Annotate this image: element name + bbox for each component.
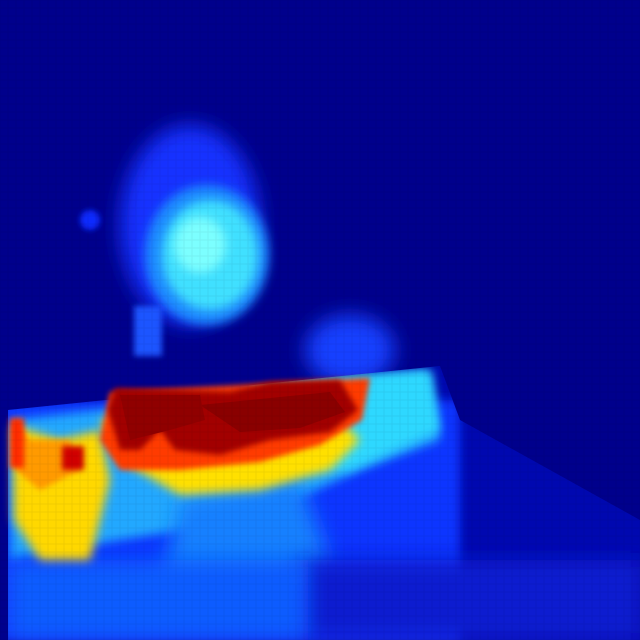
pixel-grid-overlay (0, 0, 640, 640)
heatmap-image (0, 0, 640, 640)
